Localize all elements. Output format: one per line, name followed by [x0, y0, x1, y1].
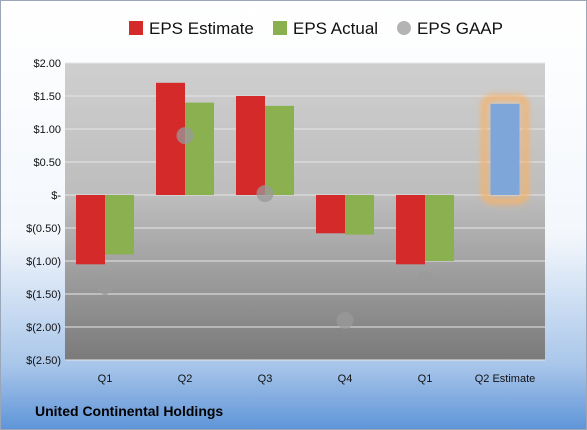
y-tick-label: $(2.50): [26, 355, 61, 367]
y-tick-label: $0.50: [33, 157, 61, 169]
y-tick-label: $-: [51, 190, 61, 202]
x-axis-tick-labels: Q1 Q2 Q3 Q4 Q1 Q2 Estimate: [98, 373, 536, 385]
y-axis-tick-labels: $2.00 $1.50 $1.00 $0.50 $- $(0.50) $(1.00) $(1.…: [26, 58, 61, 367]
y-tick-label: $(2.00): [26, 322, 61, 334]
legend: EPS Estimate EPS Actual EPS GAAP: [129, 19, 503, 38]
x-tick-label: Q1: [418, 373, 433, 385]
eps-actual-bar: [185, 102, 214, 195]
x-tick-label: Q2: [178, 373, 193, 385]
bars: [76, 82, 529, 265]
legend-label: EPS Actual: [293, 19, 378, 38]
legend-label: EPS GAAP: [417, 19, 503, 38]
y-tick-label: $(1.50): [26, 289, 61, 301]
eps-estimate-bar: [316, 195, 345, 234]
legend-label: EPS Estimate: [149, 19, 254, 38]
eps-gaap-marker: [416, 270, 434, 288]
eps-actual-bar: [345, 195, 374, 235]
eps-gaap-marker: [176, 127, 194, 145]
highlight-glow: [481, 94, 529, 205]
eps-estimate-highlight-bar: [490, 103, 520, 195]
eps-estimate-bar: [236, 96, 265, 195]
legend-marker: [397, 21, 411, 35]
eps-gaap-marker: [256, 185, 274, 203]
y-tick-label: $2.00: [33, 58, 61, 70]
eps-estimate-bar: [76, 195, 105, 265]
plot-area: [65, 63, 545, 360]
x-tick-label: Q2 Estimate: [475, 373, 536, 385]
y-tick-label: $1.50: [33, 91, 61, 103]
eps-gaap-marker: [96, 277, 114, 295]
grid-lines: [65, 62, 545, 361]
y-tick-label: $1.00: [33, 124, 61, 136]
legend-swatch: [273, 21, 287, 35]
eps-estimate-bar: [396, 195, 425, 265]
x-tick-label: Q1: [98, 373, 113, 385]
gaap-markers: [96, 127, 434, 329]
company-name: United Continental Holdings: [35, 403, 224, 419]
eps-actual-bar: [425, 195, 454, 261]
y-tick-label: $(1.00): [26, 256, 61, 268]
eps-gaap-marker: [336, 311, 354, 329]
eps-actual-bar: [105, 195, 134, 255]
legend-swatch: [129, 21, 143, 35]
y-tick-label: $(0.50): [26, 223, 61, 235]
x-tick-label: Q3: [258, 373, 273, 385]
x-tick-label: Q4: [338, 373, 353, 385]
eps-actual-bar: [265, 105, 294, 195]
